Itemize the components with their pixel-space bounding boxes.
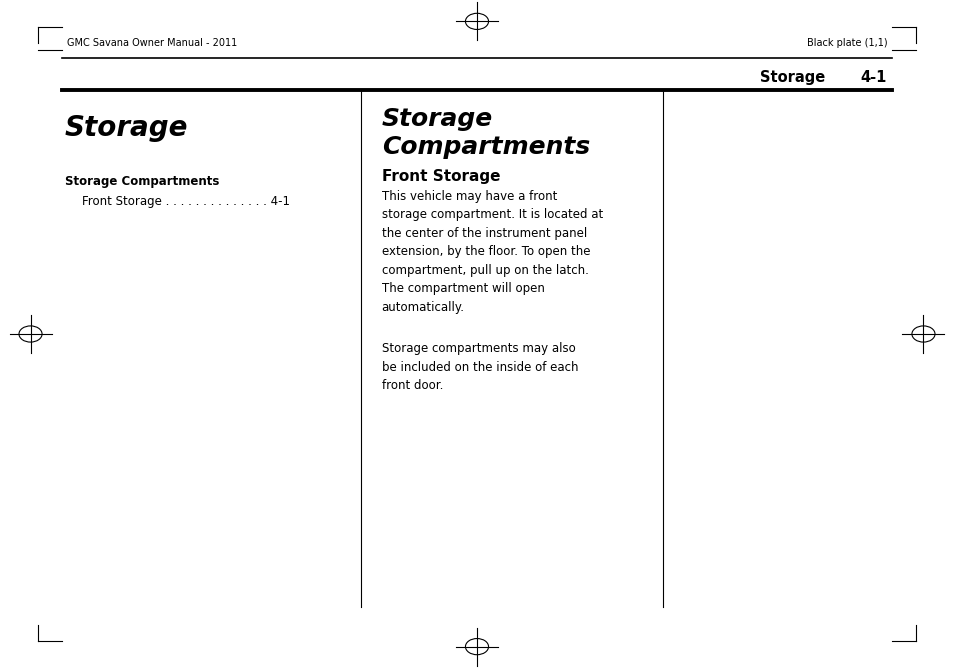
Text: Storage: Storage <box>381 107 493 131</box>
Text: Front Storage . . . . . . . . . . . . . . 4-1: Front Storage . . . . . . . . . . . . . … <box>82 195 290 208</box>
Text: Storage compartments may also
be included on the inside of each
front door.: Storage compartments may also be include… <box>381 342 578 392</box>
Text: Compartments: Compartments <box>381 135 589 159</box>
Text: Black plate (1,1): Black plate (1,1) <box>805 39 886 48</box>
Text: Storage Compartments: Storage Compartments <box>65 175 219 188</box>
Text: 4-1: 4-1 <box>860 70 886 85</box>
Text: Storage: Storage <box>760 70 824 85</box>
Text: This vehicle may have a front
storage compartment. It is located at
the center o: This vehicle may have a front storage co… <box>381 190 602 314</box>
Text: GMC Savana Owner Manual - 2011: GMC Savana Owner Manual - 2011 <box>67 39 236 48</box>
Text: Front Storage: Front Storage <box>381 169 499 184</box>
Text: Storage: Storage <box>65 114 188 142</box>
